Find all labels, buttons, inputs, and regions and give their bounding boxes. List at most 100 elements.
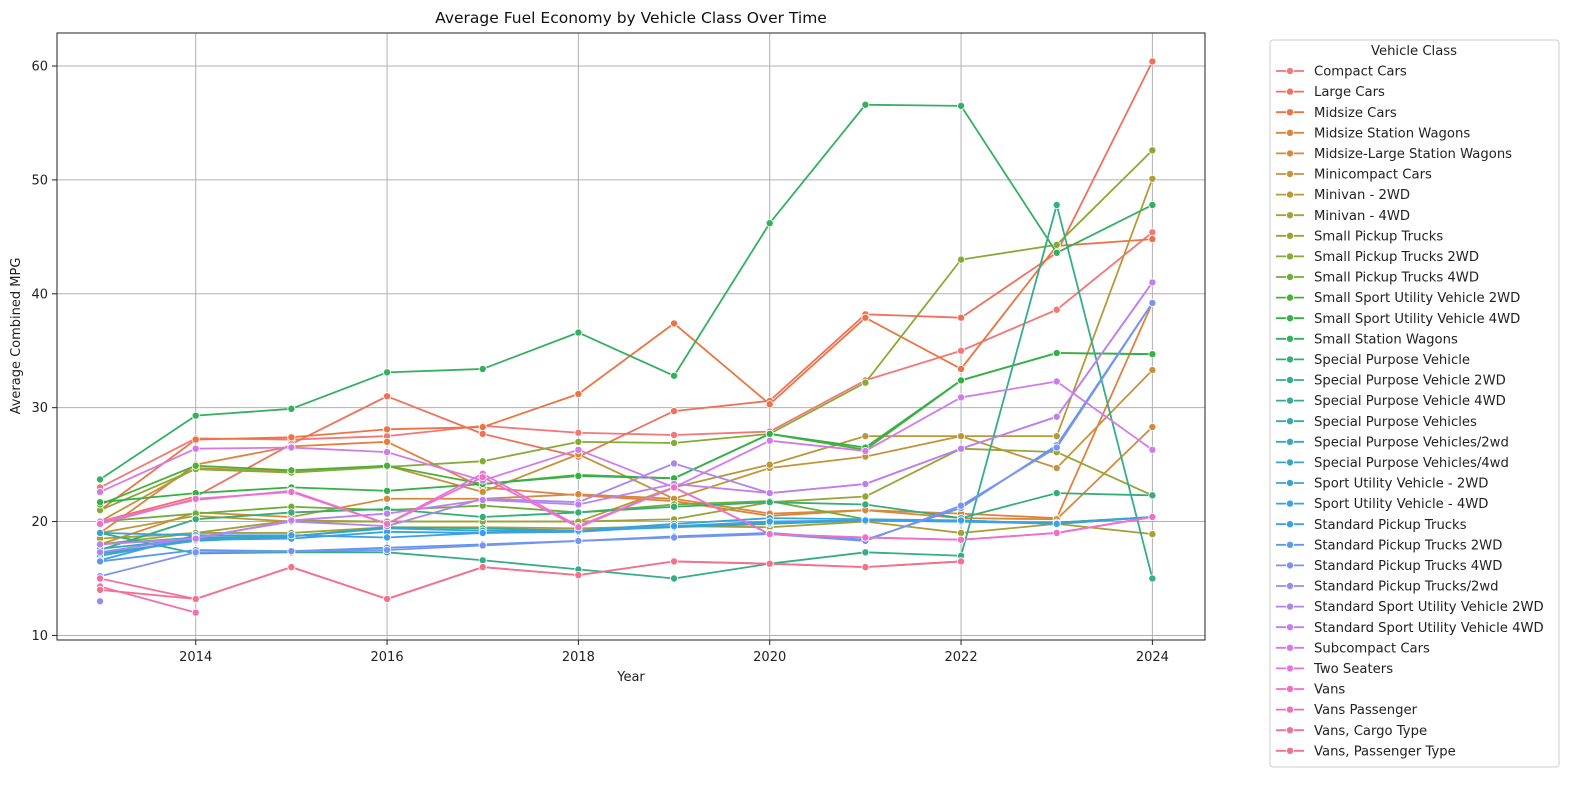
data-point <box>1052 240 1061 249</box>
data-point <box>191 444 200 453</box>
legend-marker-swatch <box>1286 128 1295 137</box>
data-point <box>191 534 200 543</box>
data-point <box>96 574 105 583</box>
legend-label: Vans, Passenger Type <box>1314 744 1456 759</box>
series-line <box>99 447 1153 546</box>
data-point <box>1148 174 1157 183</box>
data-point <box>1052 443 1061 452</box>
data-point <box>478 541 487 550</box>
legend-label: Small Pickup Trucks 4WD <box>1314 271 1479 286</box>
data-point <box>383 595 392 604</box>
legend-label: Midsize Cars <box>1314 106 1397 121</box>
data-point <box>765 559 774 568</box>
legend-marker-swatch <box>1286 478 1295 487</box>
series-line <box>99 302 1154 578</box>
data-point <box>574 571 583 580</box>
data-point <box>478 423 487 432</box>
data-point <box>765 460 774 469</box>
data-point <box>96 475 105 484</box>
data-point <box>287 563 296 572</box>
legend-label: Subcompact Cars <box>1314 641 1430 656</box>
data-point <box>574 390 583 399</box>
legend-item: Sport Utility Vehicle - 2WD <box>1276 477 1488 492</box>
data-point <box>191 494 200 503</box>
data-point <box>957 528 966 537</box>
legend-label: Standard Pickup Trucks/2wd <box>1314 580 1499 595</box>
legend-item: Standard Pickup Trucks 4WD <box>1276 559 1502 574</box>
data-point <box>383 461 392 470</box>
x-tick-label: 2024 <box>1136 650 1169 665</box>
data-point <box>574 536 583 545</box>
series-1 <box>96 57 1157 526</box>
data-point <box>861 492 870 501</box>
legend-label: Midsize-Large Station Wagons <box>1314 147 1512 162</box>
data-point <box>383 509 392 518</box>
series-line <box>99 352 1153 506</box>
data-point <box>287 443 296 452</box>
legend-item: Vans <box>1276 683 1345 698</box>
legend-item: Midsize-Large Station Wagons <box>1276 147 1512 162</box>
data-point <box>1052 200 1061 209</box>
data-point <box>670 574 679 583</box>
legend-item: Special Purpose Vehicle <box>1276 353 1470 368</box>
data-point <box>478 528 487 537</box>
legend-item: Vans Passenger <box>1276 703 1418 718</box>
data-point <box>1148 423 1157 432</box>
data-point <box>1148 278 1157 287</box>
legend-label: Special Purpose Vehicles/4wd <box>1314 456 1509 471</box>
data-point <box>478 364 487 373</box>
data-point <box>1148 298 1157 307</box>
data-point <box>574 500 583 509</box>
data-point <box>1052 412 1061 421</box>
legend-marker-swatch <box>1286 602 1295 611</box>
data-point <box>287 487 296 496</box>
legend-label: Vans, Cargo Type <box>1314 724 1427 739</box>
legend-item: Special Purpose Vehicles <box>1276 415 1477 430</box>
legend-marker-swatch <box>1286 664 1295 673</box>
legend-item: Special Purpose Vehicles/4wd <box>1276 456 1509 471</box>
data-point <box>191 411 200 420</box>
data-point <box>957 313 966 322</box>
data-point <box>957 557 966 566</box>
series-line <box>99 560 962 600</box>
series-line <box>99 302 1154 534</box>
legend-label: Two Seaters <box>1313 662 1393 677</box>
data-point <box>861 446 870 455</box>
legend-marker-swatch <box>1286 561 1295 570</box>
series-line <box>99 426 1154 546</box>
data-point <box>957 346 966 355</box>
legend-item: Small Pickup Trucks 4WD <box>1276 271 1479 286</box>
data-point <box>861 432 870 441</box>
legend-label: Standard Sport Utility Vehicle 2WD <box>1314 600 1544 615</box>
legend-item: Sport Utility Vehicle - 4WD <box>1276 497 1488 512</box>
data-point <box>287 433 296 442</box>
data-point <box>861 533 870 542</box>
legend-label: Small Station Wagons <box>1314 332 1458 347</box>
data-point <box>861 516 870 525</box>
series-line <box>99 492 1153 551</box>
data-point <box>574 490 583 499</box>
legend-marker-swatch <box>1286 685 1295 694</box>
legend-label: Standard Pickup Trucks <box>1314 518 1467 533</box>
legend-marker-swatch <box>1286 67 1295 76</box>
data-point <box>765 436 774 445</box>
legend-marker-swatch <box>1286 108 1295 117</box>
series-line <box>99 281 1154 554</box>
data-point <box>478 429 487 438</box>
legend-marker-swatch <box>1286 211 1295 220</box>
legend-label: Minivan - 2WD <box>1314 188 1410 203</box>
data-point <box>1052 519 1061 528</box>
data-point <box>670 502 679 511</box>
data-point <box>96 498 105 507</box>
legend-label: Large Cars <box>1314 85 1385 100</box>
series-27 <box>96 278 1157 549</box>
data-point <box>670 533 679 542</box>
data-point <box>287 508 296 517</box>
y-tick-label: 40 <box>31 287 48 302</box>
legend-label: Small Sport Utility Vehicle 4WD <box>1314 312 1520 327</box>
data-point <box>1052 305 1061 314</box>
series-9 <box>96 146 1157 515</box>
data-point <box>191 608 200 617</box>
data-point <box>1052 489 1061 498</box>
